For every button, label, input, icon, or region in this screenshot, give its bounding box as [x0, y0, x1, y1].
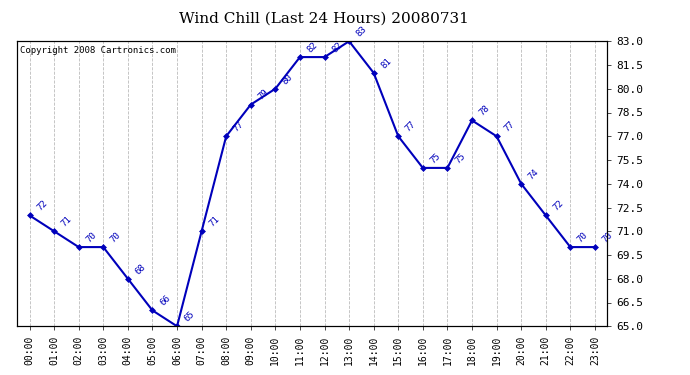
- Text: 78: 78: [477, 104, 491, 118]
- Text: 77: 77: [232, 120, 246, 134]
- Text: 79: 79: [256, 88, 270, 102]
- Text: 75: 75: [453, 151, 467, 165]
- Text: 82: 82: [330, 40, 344, 54]
- Text: 70: 70: [600, 230, 614, 244]
- Text: 82: 82: [306, 40, 319, 54]
- Text: 80: 80: [281, 72, 295, 86]
- Text: 81: 81: [380, 56, 393, 70]
- Text: 70: 70: [109, 230, 123, 244]
- Text: 70: 70: [576, 230, 590, 244]
- Text: 77: 77: [502, 120, 516, 134]
- Text: 83: 83: [355, 24, 368, 39]
- Text: 65: 65: [183, 309, 197, 324]
- Text: 74: 74: [526, 167, 541, 181]
- Text: 75: 75: [428, 151, 442, 165]
- Text: 66: 66: [158, 294, 172, 308]
- Text: Copyright 2008 Cartronics.com: Copyright 2008 Cartronics.com: [20, 45, 176, 54]
- Text: 77: 77: [404, 120, 417, 134]
- Text: 72: 72: [551, 199, 565, 213]
- Text: Wind Chill (Last 24 Hours) 20080731: Wind Chill (Last 24 Hours) 20080731: [179, 11, 469, 25]
- Text: 68: 68: [133, 262, 148, 276]
- Text: 71: 71: [207, 214, 221, 228]
- Text: 71: 71: [59, 214, 74, 228]
- Text: 72: 72: [35, 199, 49, 213]
- Text: 70: 70: [84, 230, 98, 244]
